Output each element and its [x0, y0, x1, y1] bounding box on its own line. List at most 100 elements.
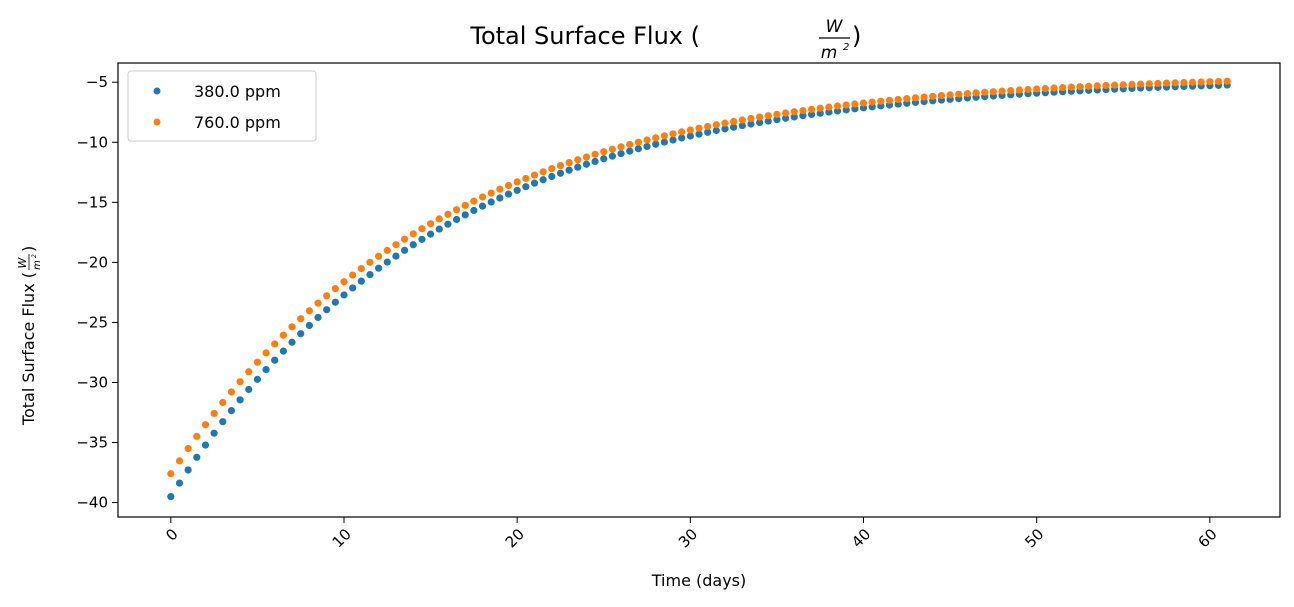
point-760ppm — [1076, 83, 1084, 91]
point-380ppm — [392, 252, 400, 260]
title-close-paren: ) — [852, 22, 861, 50]
point-760ppm — [288, 323, 296, 331]
point-760ppm — [496, 185, 504, 193]
point-380ppm — [522, 183, 530, 191]
y-axis-label-text: Total Surface Flux ( — [19, 272, 38, 426]
point-380ppm — [704, 128, 712, 136]
x-tick-label: 20 — [502, 525, 528, 551]
point-380ppm — [669, 136, 677, 144]
x-axis: 0 10 20 30 40 50 60 — [162, 517, 1221, 551]
point-760ppm — [608, 145, 617, 153]
point-760ppm — [937, 91, 946, 100]
y-tick-label: −35 — [76, 434, 108, 452]
legend-label-380: 380.0 ppm — [194, 82, 281, 101]
point-760ppm — [262, 349, 270, 357]
point-380ppm — [418, 235, 426, 243]
point-760ppm — [790, 108, 798, 116]
point-760ppm — [539, 168, 547, 176]
point-760ppm — [1059, 83, 1067, 92]
point-760ppm — [764, 112, 772, 120]
title-unit-exponent: 2 — [843, 42, 849, 53]
point-760ppm — [401, 235, 409, 243]
point-760ppm — [530, 171, 539, 179]
point-380ppm — [444, 220, 452, 228]
point-380ppm — [496, 194, 504, 202]
point-380ppm — [210, 429, 218, 437]
x-tick-label: 10 — [329, 525, 355, 551]
point-760ppm — [686, 126, 694, 134]
point-380ppm — [807, 110, 816, 119]
point-760ppm — [972, 89, 980, 97]
point-380ppm — [504, 190, 513, 198]
point-380ppm — [219, 418, 227, 426]
point-380ppm — [816, 109, 824, 117]
point-760ppm — [929, 92, 937, 100]
point-380ppm — [790, 113, 798, 121]
point-760ppm — [201, 421, 210, 429]
point-760ppm — [807, 105, 816, 113]
ylabel-unit-denominator: m — [32, 260, 43, 270]
point-760ppm — [582, 153, 591, 161]
point-760ppm — [297, 315, 305, 323]
y-axis-label: Total Surface Flux ( W m 2 ) — [16, 246, 43, 426]
point-760ppm — [1119, 81, 1127, 89]
point-760ppm — [859, 99, 868, 107]
point-760ppm — [730, 117, 738, 126]
point-380ppm — [175, 479, 184, 487]
point-380ppm — [556, 169, 565, 177]
point-380ppm — [201, 441, 210, 449]
point-760ppm — [219, 398, 227, 407]
point-760ppm — [816, 104, 824, 112]
point-760ppm — [435, 215, 443, 223]
plot-area-frame — [117, 62, 1281, 518]
x-tick-label: 60 — [1194, 525, 1220, 551]
point-760ppm — [989, 88, 997, 96]
point-380ppm — [288, 338, 296, 346]
point-760ppm — [695, 124, 703, 132]
point-760ppm — [825, 103, 833, 111]
point-760ppm — [1206, 78, 1214, 86]
point-760ppm — [1041, 84, 1049, 93]
point-760ppm — [1128, 80, 1136, 89]
point-380ppm — [279, 347, 287, 355]
point-380ppm — [747, 120, 755, 128]
point-760ppm — [626, 140, 634, 149]
point-760ppm — [1136, 80, 1145, 88]
point-760ppm — [271, 340, 279, 348]
point-760ppm — [1162, 79, 1171, 87]
point-760ppm — [522, 174, 530, 183]
point-760ppm — [279, 331, 287, 339]
point-760ppm — [444, 210, 452, 218]
point-380ppm — [401, 246, 409, 254]
point-760ppm — [366, 258, 374, 266]
point-380ppm — [245, 385, 253, 394]
point-760ppm — [617, 143, 625, 151]
point-760ppm — [1093, 82, 1101, 90]
legend-marker-380 — [153, 87, 161, 95]
point-760ppm — [799, 106, 807, 115]
point-760ppm — [833, 102, 842, 110]
point-380ppm — [340, 291, 348, 299]
point-760ppm — [842, 101, 850, 109]
point-380ppm — [305, 321, 313, 330]
point-760ppm — [1154, 79, 1162, 88]
point-380ppm — [833, 107, 842, 115]
point-380ppm — [643, 142, 651, 151]
point-760ppm — [210, 409, 218, 418]
point-760ppm — [669, 130, 677, 138]
point-380ppm — [574, 163, 582, 171]
point-380ppm — [799, 112, 807, 120]
y-tick-label: −5 — [86, 73, 108, 91]
point-380ppm — [695, 130, 703, 138]
point-760ppm — [175, 457, 184, 465]
point-760ppm — [513, 178, 521, 186]
x-axis-label: Time (days) — [651, 571, 747, 590]
point-760ppm — [375, 252, 383, 260]
point-380ppm — [652, 140, 660, 148]
point-380ppm — [331, 298, 339, 306]
point-380ppm — [357, 277, 365, 285]
point-380ppm — [634, 145, 642, 153]
point-760ppm — [461, 201, 469, 209]
point-760ppm — [383, 246, 391, 254]
point-380ppm — [600, 155, 608, 163]
